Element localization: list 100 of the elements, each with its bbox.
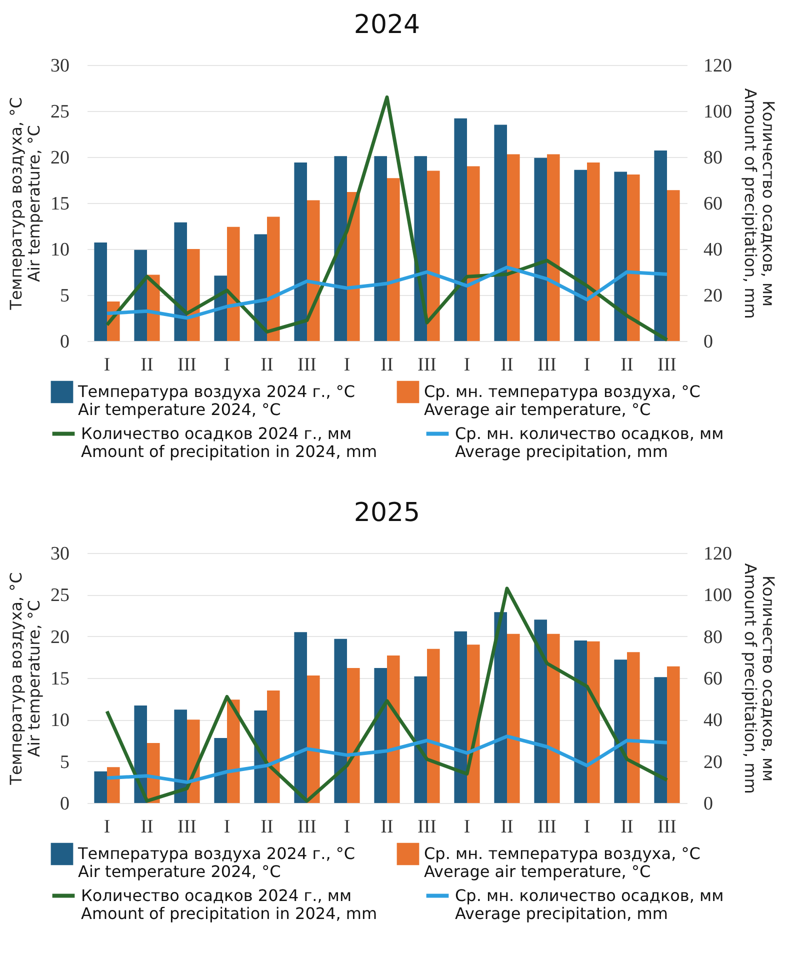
y-tick-label: 5 xyxy=(60,286,70,306)
bar xyxy=(387,178,400,341)
bar xyxy=(254,234,267,341)
bar xyxy=(347,192,360,341)
bar xyxy=(187,249,200,341)
y2-tick-label: 40 xyxy=(704,710,722,732)
bar xyxy=(294,162,307,341)
legend-label: Температура воздуха 2024 г., °C Air temperature 2024, °C xyxy=(77,844,356,881)
bar xyxy=(347,668,360,803)
bar xyxy=(587,641,600,803)
bar xyxy=(267,216,280,341)
bar xyxy=(654,150,667,341)
x-tick-label: III xyxy=(178,354,196,376)
legend-label: Ср. мн. температура воздуха, °C Average air temperature, °C xyxy=(424,844,700,881)
bar xyxy=(374,156,387,341)
y2-tick-label: 80 xyxy=(704,626,722,648)
bar xyxy=(267,690,280,803)
y-axis-title: Температура воздуха, °C Air temperature, °C xyxy=(6,97,44,311)
bar xyxy=(174,710,187,803)
bar xyxy=(454,631,467,803)
bar xyxy=(334,638,347,803)
bar xyxy=(547,634,560,803)
legend-label: Ср. мн. количество осадков, мм Average precipitation, mm xyxy=(455,886,724,923)
x-tick-label: III xyxy=(538,354,556,376)
x-tick-label: II xyxy=(500,354,514,376)
bar xyxy=(667,190,680,341)
bar xyxy=(534,620,547,803)
y-tick-label: 10 xyxy=(50,240,70,260)
y2-axis-title: Количество осадков, мм Amount of precipitation, mm xyxy=(741,563,778,794)
y2-tick-label: 0 xyxy=(704,794,713,814)
line-series xyxy=(105,95,669,342)
x-tick-label: II xyxy=(500,816,514,838)
x-tick-label: II xyxy=(620,816,634,838)
legend-label: Количество осадков 2024 г., мм Amount of precipitation in 2024, mm xyxy=(81,424,378,461)
y-tick-label: 20 xyxy=(50,148,70,168)
bar xyxy=(414,676,427,803)
bar xyxy=(374,668,387,803)
y-tick-label: 15 xyxy=(50,194,70,214)
x-tick-label: II xyxy=(620,354,634,376)
bar xyxy=(587,162,600,341)
bar xyxy=(574,170,587,341)
x-tick-label: I xyxy=(224,816,230,838)
line-series xyxy=(105,586,669,803)
line-series xyxy=(105,266,669,320)
chart-title: 2024 xyxy=(354,10,420,40)
y-tick-label: 10 xyxy=(50,710,70,732)
y2-tick-label: 120 xyxy=(704,544,732,564)
y2-tick-label: 100 xyxy=(704,585,732,606)
x-tick-label: I xyxy=(344,816,350,838)
x-tick-label: I xyxy=(464,816,470,838)
x-tick-label: III xyxy=(298,354,316,376)
y2-tick-label: 40 xyxy=(704,240,722,260)
x-tick-label: I xyxy=(224,354,230,376)
x-tick-label: III xyxy=(658,816,676,838)
bar xyxy=(454,118,467,341)
x-tick-label: II xyxy=(380,354,394,376)
x-tick-label: I xyxy=(104,354,110,376)
x-tick-label: II xyxy=(260,354,274,376)
y2-axis-title: Количество осадков, мм Amount of precipitation, mm xyxy=(741,88,778,319)
y-tick-label: 0 xyxy=(60,794,70,814)
bar xyxy=(494,612,507,803)
y-tick-label: 30 xyxy=(50,544,70,564)
bar xyxy=(334,156,347,341)
line-series xyxy=(105,734,669,784)
x-tick-label: III xyxy=(538,816,556,838)
x-tick-label: III xyxy=(298,816,316,838)
y2-tick-label: 80 xyxy=(704,148,722,168)
x-tick-label: I xyxy=(464,354,470,376)
x-tick-label: II xyxy=(140,816,154,838)
x-tick-label: I xyxy=(584,816,590,838)
bar xyxy=(654,677,667,803)
chart-title: 2025 xyxy=(354,498,420,528)
bar xyxy=(627,174,640,341)
bar xyxy=(627,652,640,803)
bar xyxy=(467,166,480,341)
bar xyxy=(667,666,680,803)
x-tick-label: III xyxy=(178,816,196,838)
y-tick-label: 30 xyxy=(50,56,70,76)
bar xyxy=(307,200,320,341)
bar xyxy=(94,771,107,803)
bar xyxy=(534,158,547,341)
bar xyxy=(507,634,520,803)
bar xyxy=(547,154,560,341)
y2-tick-label: 100 xyxy=(704,102,732,122)
x-tick-label: I xyxy=(344,354,350,376)
bar xyxy=(614,660,627,803)
bar xyxy=(387,656,400,803)
legend-label: Температура воздуха 2024 г., °C Air temperature 2024, °C xyxy=(77,382,356,419)
bar xyxy=(94,242,107,341)
bar xyxy=(294,632,307,803)
bar xyxy=(227,700,240,803)
x-tick-label: II xyxy=(140,354,154,376)
y-tick-label: 5 xyxy=(60,752,70,773)
y-axis-title: Температура воздуха, °C Air temperature, °C xyxy=(6,572,44,786)
y2-tick-label: 60 xyxy=(704,194,722,214)
bar xyxy=(494,124,507,341)
bar xyxy=(507,154,520,341)
y2-tick-label: 0 xyxy=(704,332,713,352)
y2-tick-label: 20 xyxy=(704,286,722,306)
bar xyxy=(307,676,320,803)
